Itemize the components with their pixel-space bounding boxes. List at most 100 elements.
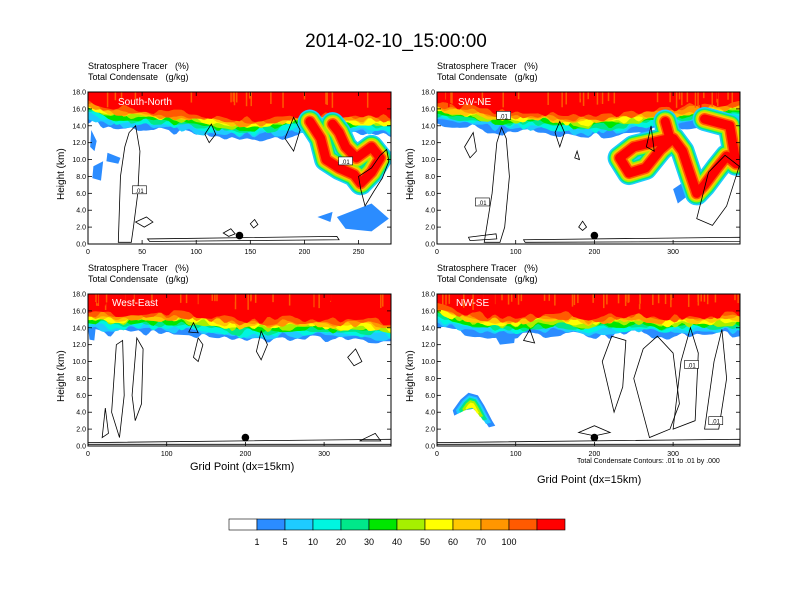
tracer-streak bbox=[366, 92, 369, 108]
tracer-streak bbox=[386, 294, 388, 307]
colorbar-swatch bbox=[480, 518, 510, 531]
tracer-streak bbox=[510, 294, 513, 302]
tracer-streak bbox=[216, 294, 218, 302]
tracer-streak bbox=[664, 294, 667, 305]
tracer-streak bbox=[382, 294, 384, 307]
tracer-streak bbox=[170, 92, 172, 100]
contour-label: .01 bbox=[712, 420, 721, 426]
y-tick-label: 12.0 bbox=[72, 140, 86, 147]
plot-frame bbox=[436, 293, 741, 447]
condensate-contour bbox=[522, 328, 536, 344]
tracer-streak bbox=[123, 294, 126, 305]
panel4-title-line2: Total Condensate (g/kg) bbox=[437, 274, 538, 284]
contour-note: Total Condensate Contours: .01 to .01 by… bbox=[577, 458, 720, 465]
x-tick-label: 300 bbox=[318, 451, 330, 458]
tracer-streak bbox=[104, 294, 106, 306]
condensate-contour bbox=[117, 124, 141, 243]
condensate-contour bbox=[134, 216, 154, 228]
tracer-streak bbox=[353, 294, 355, 305]
condensate-contour bbox=[464, 131, 477, 159]
tracer-streak bbox=[345, 294, 347, 304]
panel-west-east: 0.0 2.0 4.0 6.0 8.0 10.0 12.0 14.0 16.0 18.0 0 100 2… bbox=[72, 292, 392, 458]
x-tick-label: 100 bbox=[510, 249, 522, 256]
y-tick-label: 10.0 bbox=[421, 359, 435, 366]
tracer-streak bbox=[477, 294, 480, 305]
tracer-streak bbox=[557, 92, 560, 100]
tracer-streak bbox=[507, 294, 510, 305]
tracer-streak bbox=[684, 294, 686, 303]
tracer-streak bbox=[292, 294, 294, 310]
tracer-streak bbox=[474, 294, 476, 302]
tracer-streak bbox=[675, 92, 678, 108]
condensate-contour bbox=[696, 154, 740, 226]
tracer-streak bbox=[248, 92, 251, 99]
tracer-streak bbox=[245, 92, 248, 107]
tracer-streak bbox=[98, 92, 100, 103]
tracer-streak bbox=[517, 294, 520, 305]
panel3-title: Stratosphere Tracer (%) Total Condensate… bbox=[88, 263, 189, 285]
panel3-xlabel: Grid Point (dx=15km) bbox=[190, 461, 295, 473]
tracer-streak bbox=[588, 294, 591, 306]
plot-frame bbox=[87, 91, 392, 245]
condensate-contour bbox=[188, 321, 199, 334]
x-tick-label: 100 bbox=[161, 451, 173, 458]
tracer-streak bbox=[270, 92, 272, 104]
tracer-streak bbox=[127, 92, 130, 106]
tracer-streak bbox=[700, 294, 702, 302]
tracer-streak bbox=[250, 294, 252, 301]
tracer-streak bbox=[144, 92, 146, 103]
tracer-streak bbox=[451, 92, 453, 104]
tracer-streak bbox=[247, 294, 249, 310]
colorbar-label: 5 bbox=[282, 537, 287, 547]
tracer-streak bbox=[463, 294, 465, 308]
y-tick-label: 2.0 bbox=[425, 225, 435, 232]
contour-label: .01 bbox=[499, 114, 508, 120]
tracer-streak bbox=[363, 92, 365, 100]
tracer-streak bbox=[548, 92, 550, 100]
tracer-streak bbox=[114, 92, 117, 101]
colorbar: 1 5 10 20 30 40 50 60 70 100 bbox=[228, 518, 566, 547]
tracer-streak bbox=[579, 92, 581, 103]
condensate-contour bbox=[483, 126, 510, 243]
tracer-streak bbox=[602, 294, 605, 309]
condensate-contour bbox=[704, 329, 728, 430]
tracer-streak bbox=[320, 294, 323, 308]
tracer-streak bbox=[134, 294, 137, 310]
tracer-streak bbox=[500, 92, 503, 100]
y-tick-label: 18.0 bbox=[72, 90, 86, 97]
tracer-streak bbox=[328, 294, 331, 305]
tracer-streak bbox=[288, 294, 291, 306]
tracer-streak bbox=[669, 92, 671, 103]
y-tick-label: 2.0 bbox=[76, 427, 86, 434]
tracer-streak bbox=[315, 294, 318, 301]
x-tick-label: 50 bbox=[138, 249, 146, 256]
tracer-streak bbox=[609, 92, 611, 106]
tracer-streak bbox=[703, 92, 705, 99]
panel1-title-line1: Stratosphere Tracer (%) bbox=[88, 61, 190, 71]
x-tick-label: 200 bbox=[589, 249, 601, 256]
tracer-streak bbox=[448, 92, 450, 108]
tracer-streak bbox=[199, 294, 201, 308]
tracer-streak bbox=[234, 294, 237, 310]
tracer-streak bbox=[96, 294, 99, 304]
tracer-streak bbox=[282, 92, 284, 108]
tracer-streak bbox=[349, 294, 352, 309]
tracer-streak bbox=[617, 294, 620, 304]
condensate-contour bbox=[358, 148, 390, 208]
condensate-contour bbox=[522, 236, 740, 243]
tracer-streak bbox=[675, 294, 677, 309]
colorbar-swatch bbox=[536, 518, 566, 531]
tracer-streak bbox=[230, 92, 232, 103]
colorbar-swatch bbox=[256, 518, 286, 531]
tracer-streak bbox=[670, 294, 672, 308]
tracer-streak bbox=[483, 294, 486, 302]
contour-label-box bbox=[132, 185, 147, 195]
tracer-streak bbox=[331, 92, 334, 108]
condensate-contour bbox=[111, 339, 125, 438]
panel1-title: Stratosphere Tracer (%) Total Condensate… bbox=[88, 61, 189, 83]
tracer-streak bbox=[313, 294, 315, 308]
tracer-streak bbox=[306, 294, 309, 302]
x-tick-label: 100 bbox=[190, 249, 202, 256]
panel2-label: SW-NE bbox=[458, 97, 492, 108]
tracer-streak bbox=[703, 294, 706, 302]
